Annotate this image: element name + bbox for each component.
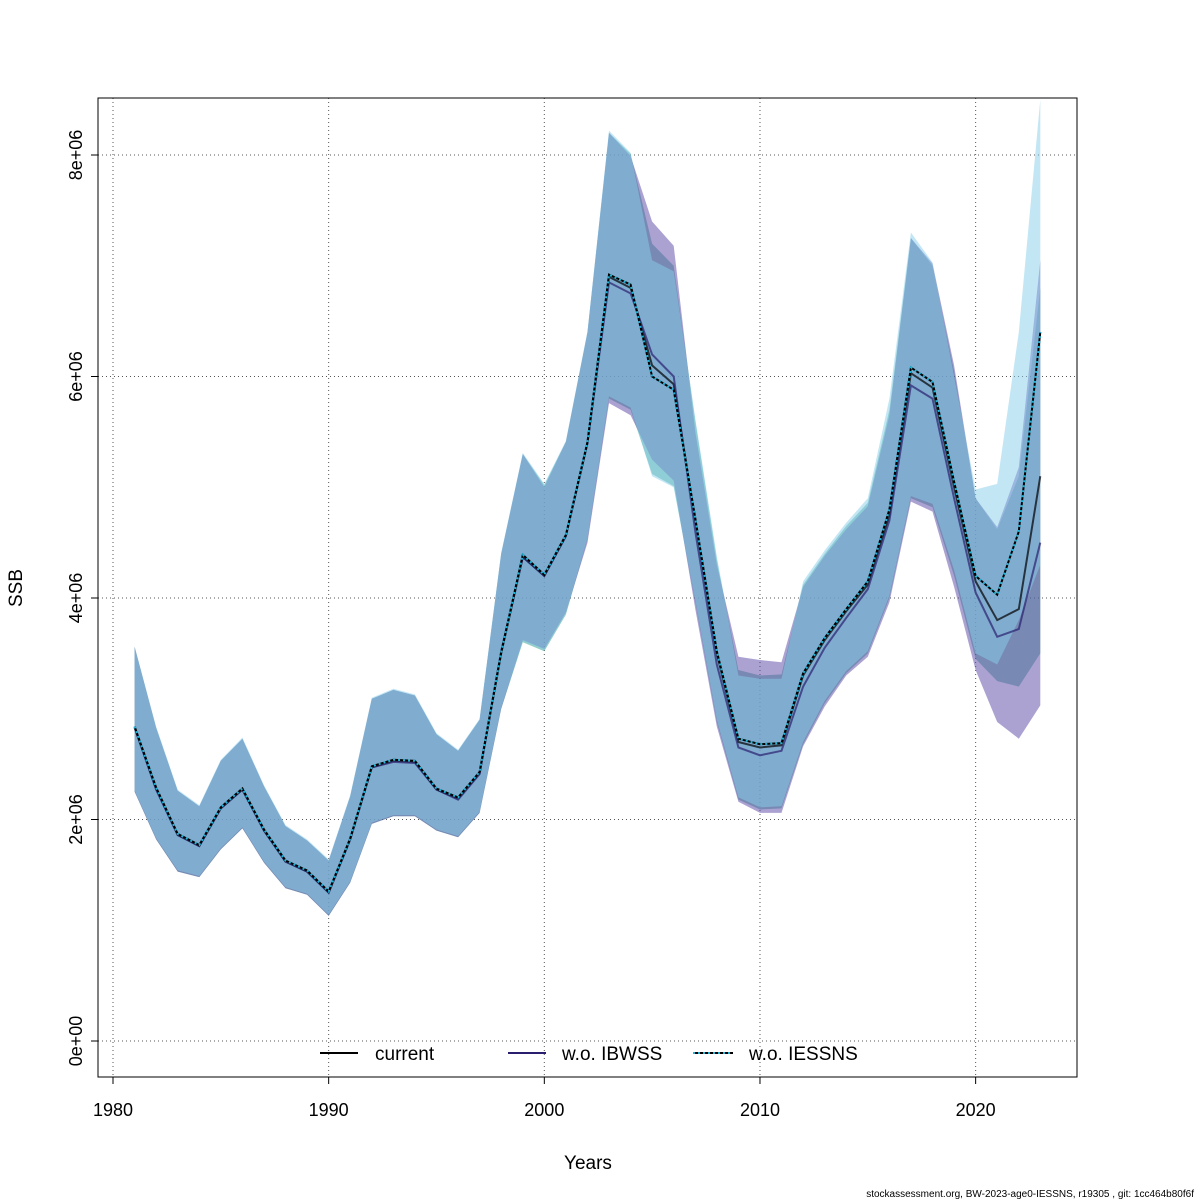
x-tick-label: 2010 [740,1100,780,1120]
footer-credit: stockassessment.org, BW-2023-age0-IESSNS… [866,1189,1194,1200]
series-line-3 [133,273,1042,894]
x-tick-label: 2020 [956,1100,996,1120]
y-tick-label: 8e+06 [66,130,86,181]
x-axis: 1980 1990 2000 2010 2020 [93,1076,996,1120]
series-lines [133,273,1042,895]
confidence-band-3 [134,99,1041,915]
y-tick-label: 0e+00 [66,1016,86,1067]
x-tick-label: 1990 [309,1100,349,1120]
legend: current w.o. IBWSS w.o. IESSNS [320,1044,858,1065]
y-tick-label: 2e+06 [66,794,86,845]
x-tick-label: 1980 [93,1100,133,1120]
confidence-bands [134,99,1041,916]
y-axis-title: SSB [6,569,27,607]
legend-label-1: current [375,1044,435,1065]
x-axis-title: Years [564,1153,612,1174]
y-tick-label: 4e+06 [66,573,86,624]
legend-label-2: w.o. IBWSS [561,1044,662,1065]
x-tick-label: 2000 [524,1100,564,1120]
legend-label-3: w.o. IESSNS [748,1044,858,1065]
y-axis: 0e+00 2e+06 4e+06 6e+06 8e+06 [66,130,99,1067]
y-tick-label: 6e+06 [66,351,86,402]
